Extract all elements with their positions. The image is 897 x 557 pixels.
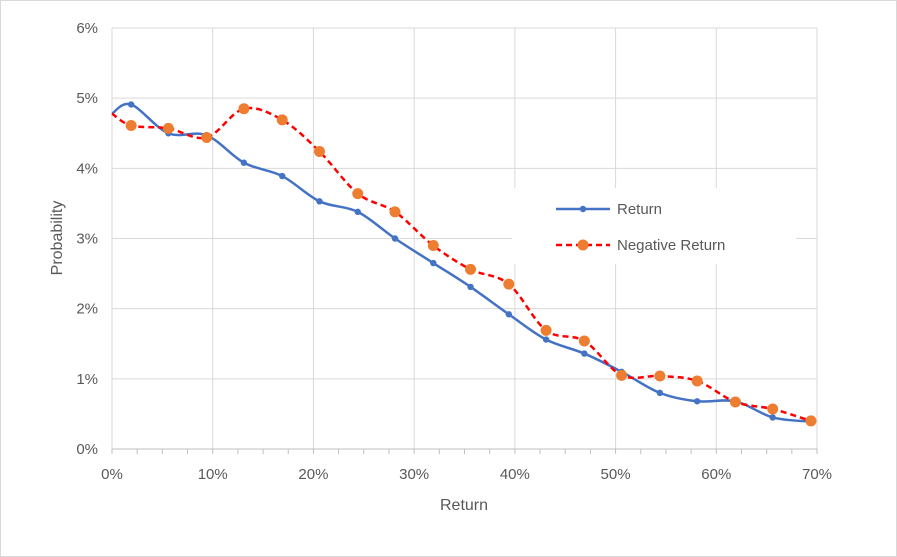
data-point-negative-return bbox=[162, 122, 174, 134]
data-point-return bbox=[354, 208, 361, 216]
data-point-return bbox=[240, 159, 248, 166]
data-point-return bbox=[769, 414, 776, 421]
y-tick-label: 5% bbox=[76, 90, 98, 107]
y-tick-label: 0% bbox=[76, 441, 98, 458]
legend: Return Negative Return bbox=[512, 188, 796, 264]
data-point-return bbox=[430, 259, 437, 267]
data-point-negative-return bbox=[540, 324, 552, 336]
data-point-return bbox=[656, 389, 664, 397]
x-tick-label: 30% bbox=[399, 466, 429, 483]
legend-label-return: Return bbox=[617, 201, 662, 218]
x-tick-label: 10% bbox=[198, 466, 228, 483]
data-point-return bbox=[505, 311, 513, 318]
data-point-negative-return bbox=[578, 335, 590, 347]
data-point-negative-return bbox=[276, 114, 288, 126]
data-point-negative-return bbox=[313, 145, 325, 157]
legend-label-negative-return: Negative Return bbox=[617, 237, 725, 254]
data-point-return bbox=[391, 235, 399, 242]
data-point-return bbox=[127, 101, 135, 108]
data-point-negative-return bbox=[389, 206, 401, 218]
x-tick-labels: 0% 10% 20% 30% 40% 50% 60% 70% bbox=[101, 466, 832, 483]
x-axis-title: Return bbox=[440, 497, 488, 514]
y-tick-label: 1% bbox=[76, 371, 98, 388]
data-point-negative-return bbox=[503, 278, 515, 290]
data-point-return bbox=[693, 398, 701, 405]
data-point-negative-return bbox=[427, 240, 439, 252]
y-tick-label: 6% bbox=[76, 20, 98, 37]
series-negative-return bbox=[111, 103, 817, 427]
x-tick-label: 40% bbox=[500, 466, 530, 483]
data-point-negative-return bbox=[352, 188, 364, 200]
y-axis-title: Probability bbox=[49, 201, 66, 276]
y-tick-label: 2% bbox=[76, 301, 98, 318]
data-point-return bbox=[316, 198, 323, 205]
data-point-return bbox=[581, 350, 588, 357]
data-point-return bbox=[467, 283, 474, 291]
data-point-negative-return bbox=[616, 369, 628, 381]
data-point-negative-return bbox=[125, 120, 137, 132]
data-point-negative-return bbox=[238, 103, 250, 115]
y-tick-label: 3% bbox=[76, 231, 98, 248]
data-point-return bbox=[279, 172, 286, 180]
data-point-negative-return bbox=[654, 370, 666, 382]
data-point-negative-return bbox=[465, 263, 477, 275]
legend-background bbox=[512, 188, 796, 264]
data-point-return bbox=[542, 336, 550, 343]
legend-marker-negative-return bbox=[577, 239, 589, 251]
y-tick-label: 4% bbox=[76, 160, 98, 177]
data-point-negative-return bbox=[691, 375, 703, 387]
x-tick-label: 50% bbox=[601, 466, 631, 483]
data-point-negative-return bbox=[201, 131, 213, 143]
y-tick-labels: 0% 1% 2% 3% 4% 5% 6% bbox=[76, 20, 98, 458]
legend-marker-return bbox=[579, 205, 587, 213]
x-tick-label: 70% bbox=[802, 466, 832, 483]
data-point-negative-return bbox=[767, 403, 779, 415]
x-tick-label: 0% bbox=[101, 466, 123, 483]
series bbox=[111, 101, 817, 427]
series-line-negative-return bbox=[111, 106, 812, 423]
data-point-negative-return bbox=[805, 415, 817, 427]
x-tick-label: 20% bbox=[298, 466, 328, 483]
x-tick-label: 60% bbox=[701, 466, 731, 483]
data-point-negative-return bbox=[729, 396, 741, 408]
